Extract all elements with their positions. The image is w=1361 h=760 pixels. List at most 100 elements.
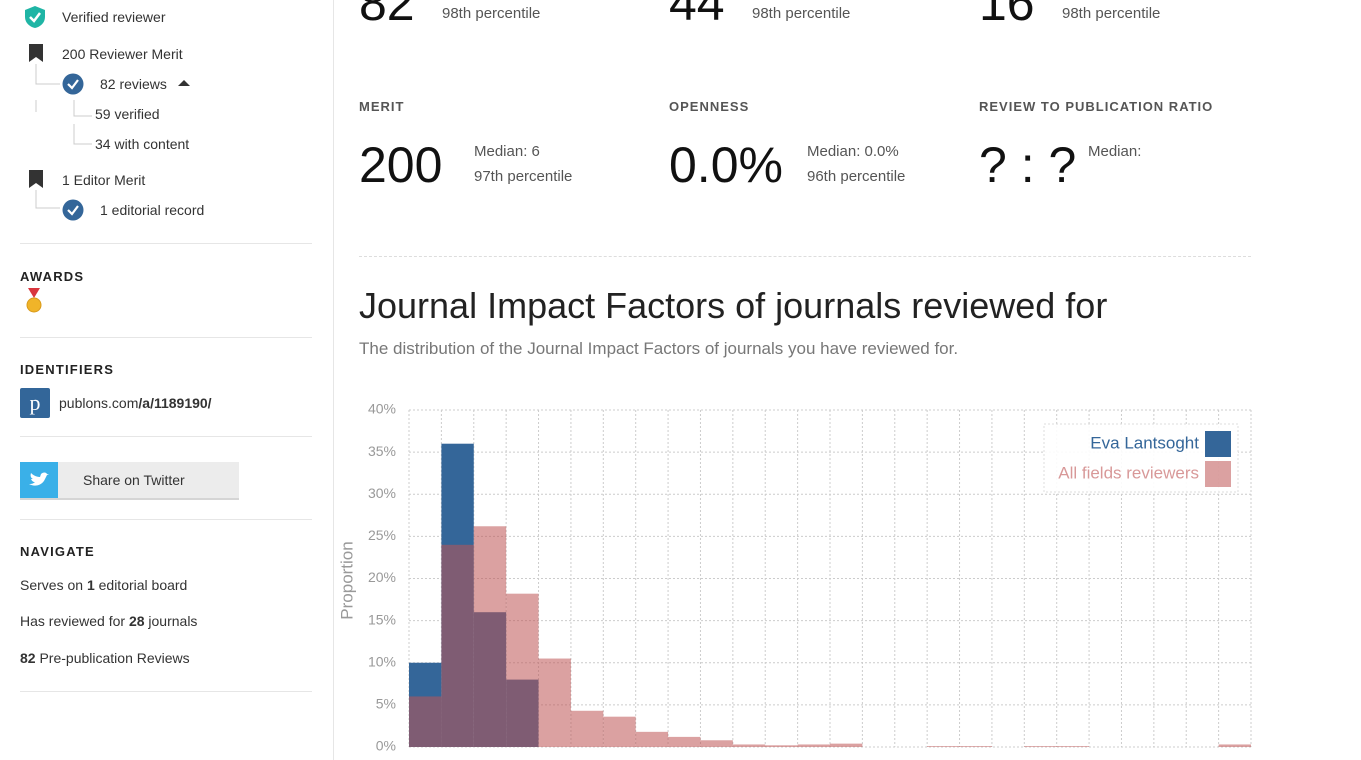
- stat-percentile: 98th percentile: [752, 5, 851, 22]
- separator: [20, 436, 312, 437]
- nav-link[interactable]: Has reviewed for 28 journals: [20, 613, 197, 629]
- stat-value: 44: [669, 0, 725, 31]
- reviews-with-content: 34 with content: [95, 136, 190, 152]
- bar: [797, 744, 830, 747]
- nav-text[interactable]: Pre-publication Reviews: [35, 650, 190, 666]
- stat-label: OPENNESS: [669, 99, 750, 114]
- nav-text[interactable]: Has reviewed for: [20, 613, 129, 629]
- y-tick-label: 20%: [368, 569, 396, 585]
- bar: [1218, 744, 1251, 747]
- svg-text:p: p: [30, 390, 41, 415]
- y-tick-label: 10%: [368, 653, 396, 669]
- bar: [830, 743, 863, 747]
- check-icon: [62, 73, 84, 95]
- collapse-arrow[interactable]: [178, 79, 190, 87]
- y-axis-label: Proportion: [337, 541, 356, 619]
- legend-label: All fields reviewers: [1058, 463, 1199, 482]
- stat-value: ? : ?: [979, 137, 1077, 193]
- medal-icon: [26, 288, 42, 313]
- identifiers-heading: IDENTIFIERS: [20, 362, 115, 377]
- bar: [473, 526, 507, 747]
- bar: [570, 710, 604, 747]
- y-tick-label: 15%: [368, 611, 396, 627]
- bar: [409, 696, 442, 747]
- y-tick-label: 30%: [368, 485, 396, 501]
- stat-median: Median:: [1088, 143, 1142, 160]
- bar: [959, 746, 992, 747]
- awards-heading: AWARDS: [20, 269, 85, 284]
- check-icon: [62, 199, 84, 221]
- y-tick-label: 40%: [368, 401, 396, 417]
- stat-value: 200: [359, 137, 443, 193]
- tree-lines: [35, 190, 60, 209]
- bar: [1024, 746, 1057, 747]
- legend-swatch: [1205, 461, 1231, 487]
- twitter-icon: [20, 462, 58, 498]
- sidebar-border: [333, 0, 334, 760]
- editorial-record: 1 editorial record: [100, 202, 205, 218]
- nav-text[interactable]: journals: [144, 613, 198, 629]
- nav-count[interactable]: 82: [20, 650, 36, 666]
- bar: [700, 740, 733, 747]
- stat-value: 16: [979, 0, 1035, 31]
- verified-text: Verified reviewer: [62, 9, 166, 25]
- nav-text[interactable]: Serves on: [20, 577, 87, 593]
- stat-value: 82: [359, 0, 415, 31]
- stat-percentile: 98th percentile: [442, 5, 541, 22]
- bar: [441, 544, 474, 747]
- y-tick-label: 5%: [376, 696, 396, 712]
- stat-median: Median: 6: [474, 143, 540, 160]
- chart-title: Journal Impact Factors of journals revie…: [359, 285, 1108, 326]
- separator: [359, 256, 1251, 257]
- chart-subtitle: The distribution of the Journal Impact F…: [359, 339, 959, 358]
- stat-percentile: 96th percentile: [807, 168, 906, 185]
- verified-icon: [25, 6, 45, 28]
- separator: [20, 519, 312, 520]
- tree-lines: [35, 64, 92, 145]
- stat-percentile: 97th percentile: [474, 168, 573, 185]
- legend-label: Eva Lantsoght: [1090, 433, 1199, 452]
- link-path[interactable]: /a/1189190/: [138, 395, 212, 411]
- publons-logo: p: [20, 388, 50, 418]
- nav-link[interactable]: Serves on 1 editorial board: [20, 577, 187, 593]
- nav-count[interactable]: 1: [86, 577, 95, 593]
- share-text[interactable]: Share on Twitter: [83, 472, 185, 488]
- legend-swatch: [1205, 431, 1231, 457]
- stat-percentile: 98th percentile: [1062, 5, 1161, 22]
- y-tick-label: 25%: [368, 527, 396, 543]
- separator: [20, 337, 312, 338]
- separator: [20, 691, 312, 692]
- y-tick-label: 0%: [376, 738, 396, 754]
- stat-label: REVIEW TO PUBLICATION RATIO: [979, 99, 1214, 114]
- bar: [1056, 746, 1090, 747]
- bar: [765, 745, 798, 747]
- bar: [635, 731, 669, 747]
- share-twitter-button[interactable]: Share on Twitter: [20, 462, 239, 500]
- bar: [506, 593, 539, 747]
- bookmark-icon: [29, 44, 43, 62]
- stat-median: Median: 0.0%: [807, 143, 899, 160]
- nav-link[interactable]: 82 Pre-publication Reviews: [20, 650, 190, 666]
- link-host[interactable]: publons.com: [59, 395, 139, 411]
- bookmark-icon: [29, 170, 43, 188]
- separator: [20, 243, 312, 244]
- bar: [927, 746, 960, 747]
- bar: [603, 716, 636, 747]
- bar: [732, 744, 766, 747]
- verified-reviews: 59 verified: [95, 106, 160, 122]
- publons-link[interactable]: publons.com/a/1189190/: [59, 395, 212, 411]
- nav-count[interactable]: 28: [128, 613, 145, 629]
- reviews-count[interactable]: 82 reviews: [100, 76, 167, 92]
- nav-text[interactable]: editorial board: [94, 577, 188, 593]
- bar: [668, 736, 701, 747]
- stat-label: MERIT: [359, 99, 405, 114]
- reviewer-merit: 200 Reviewer Merit: [62, 46, 183, 62]
- editor-merit: 1 Editor Merit: [62, 172, 146, 188]
- y-tick-label: 35%: [368, 443, 396, 459]
- bar: [538, 658, 571, 747]
- navigate-heading: NAVIGATE: [20, 544, 95, 559]
- stat-value: 0.0%: [669, 137, 783, 193]
